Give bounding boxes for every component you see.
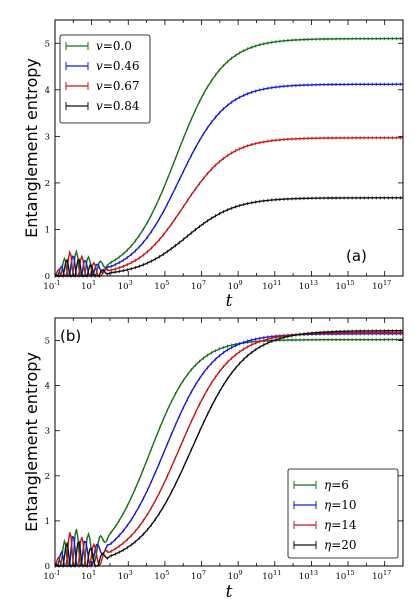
panel-b-frame — [54, 317, 404, 567]
panel-b-y-ticks: 0 1 2 3 4 5 — [45, 337, 403, 572]
legend-label-eta-10: η=10 — [324, 498, 357, 512]
legend-label-v-0.67: v=0.67 — [96, 79, 140, 93]
series-line — [55, 333, 403, 567]
y-tick-label: 1 — [45, 517, 50, 527]
y-tick-label: 2 — [45, 472, 50, 482]
x-tick-label: 1015 — [335, 279, 354, 292]
panel-b: 10-1 101 103 105 107 109 1011 1013 1015 1017 0 1 2 3… — [22, 317, 404, 602]
legend-label-eta-14: η=14 — [324, 518, 357, 532]
x-tick-label: 109 — [228, 279, 243, 292]
x-tick-label: 10-1 — [43, 569, 60, 582]
series-line — [54, 197, 403, 277]
legend-entry-v-0.0: v=0.0 — [65, 39, 132, 53]
panel-b-legend: η=6 η=10 η=14 η=20 — [287, 468, 399, 559]
legend-label-eta-20: η=20 — [324, 538, 357, 552]
x-tick-label: 1011 — [262, 569, 281, 582]
series-line — [55, 338, 403, 567]
panel-a-y-ticks: 0 1 2 3 4 5 — [45, 39, 403, 282]
x-tick-label: 1011 — [262, 279, 281, 292]
panel-b-x-axis-title: t — [226, 582, 233, 602]
y-tick-label: 0 — [45, 562, 50, 572]
legend-entry-eta-14: η=14 — [293, 518, 357, 532]
legend-label-v-0.84: v=0.84 — [96, 99, 140, 113]
legend-entry-v-0.46: v=0.46 — [65, 59, 140, 73]
panel-b-curves — [54, 329, 403, 568]
legend-entry-v-0.67: v=0.67 — [65, 79, 140, 93]
x-tick-label: 101 — [81, 569, 96, 582]
y-tick-label: 2 — [45, 179, 50, 189]
x-tick-label: 10-1 — [43, 279, 60, 292]
legend-entry-eta-10: η=10 — [293, 498, 357, 512]
x-tick-label: 1017 — [372, 279, 391, 292]
panel-a-frame — [54, 19, 404, 277]
panel-b-legend-box — [287, 468, 399, 559]
panel-a: 10-1 101 103 105 107 109 1011 1013 1015 1017 0 1 2 3… — [22, 19, 404, 311]
series-line — [54, 330, 403, 567]
legend-entry-v-0.84: v=0.84 — [65, 99, 140, 113]
panel-a-x-axis-title: t — [226, 291, 233, 311]
legend-entry-eta-20: η=20 — [293, 538, 357, 552]
panel-a-legend: v=0.0 v=0.46 v=0.67 v=0.84 — [59, 34, 151, 124]
y-tick-label: 3 — [45, 132, 50, 142]
series-line — [54, 331, 403, 567]
y-tick-label: 1 — [45, 225, 50, 235]
y-tick-label: 3 — [45, 427, 50, 437]
legend-label-v-0.46: v=0.46 — [96, 59, 140, 73]
y-tick-label: 4 — [45, 382, 50, 392]
panel-a-label: (a) — [346, 247, 367, 265]
panel-a-legend-box — [59, 34, 151, 124]
x-tick-label: 107 — [191, 279, 206, 292]
x-tick-label: 103 — [118, 569, 133, 582]
x-tick-label: 1015 — [335, 569, 354, 582]
panel-b-label: (b) — [60, 327, 81, 345]
y-tick-label: 5 — [45, 39, 50, 49]
series-line — [54, 137, 403, 277]
panel-a-y-axis-title: Entanglement entropy — [22, 58, 41, 238]
series-line — [55, 37, 403, 277]
y-tick-label: 5 — [45, 337, 50, 347]
x-tick-label: 103 — [118, 279, 133, 292]
x-tick-label: 105 — [154, 279, 169, 292]
x-tick-label: 1017 — [372, 569, 391, 582]
legend-label-eta-6: η=6 — [324, 478, 349, 492]
legend-entry-eta-6: η=6 — [293, 478, 349, 492]
panel-b-x-ticks: 10-1 101 103 105 107 109 1011 1013 1015 1017 — [43, 318, 404, 582]
x-tick-label: 1013 — [299, 569, 318, 582]
x-tick-label: 109 — [228, 569, 243, 582]
x-tick-label: 101 — [81, 279, 96, 292]
series-line — [55, 83, 403, 277]
y-tick-label: 4 — [45, 86, 50, 96]
legend-label-v-0.0: v=0.0 — [96, 39, 132, 53]
panel-a-x-ticks: 10-1 101 103 105 107 109 1011 1013 1015 1017 — [43, 20, 404, 292]
panel-a-curves — [54, 37, 403, 278]
x-tick-label: 1013 — [299, 279, 318, 292]
y-tick-label: 0 — [45, 272, 50, 282]
x-tick-label: 105 — [154, 569, 169, 582]
panel-b-y-axis-title: Entanglement entropy — [22, 352, 41, 532]
x-tick-label: 107 — [191, 569, 206, 582]
